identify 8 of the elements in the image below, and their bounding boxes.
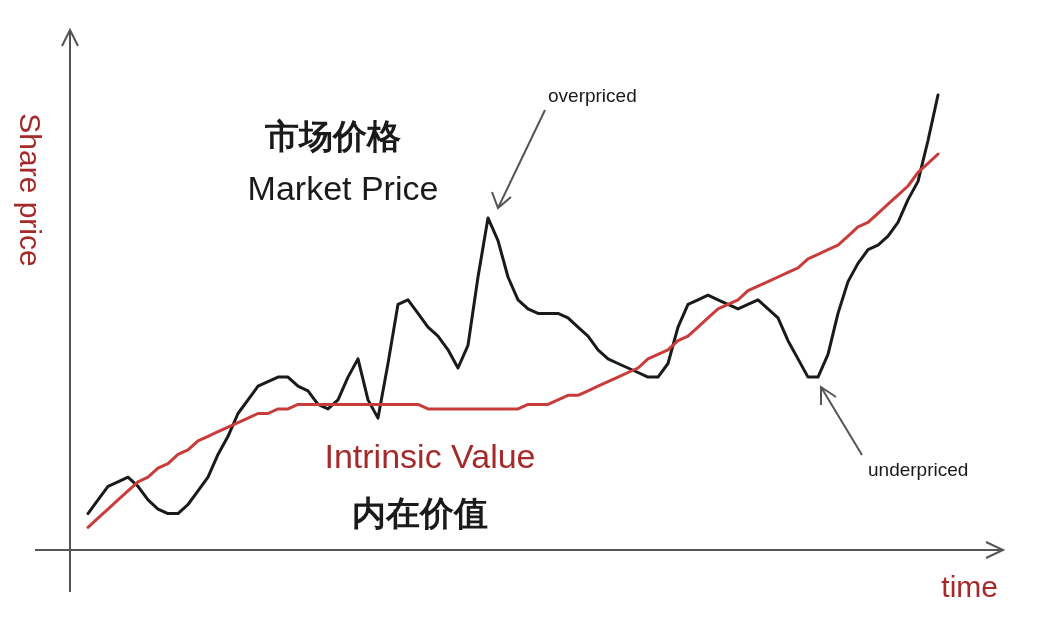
y-axis-title: Share price bbox=[14, 113, 47, 267]
x-axis-title: time bbox=[941, 570, 998, 603]
series-label: Market Price bbox=[247, 169, 439, 207]
annotation: underpriced bbox=[868, 459, 969, 480]
series-label: Intrinsic Value bbox=[324, 437, 536, 475]
annotation: 内在价值 bbox=[352, 494, 488, 532]
annotation: overpriced bbox=[548, 85, 637, 106]
annotation: 市场价格 bbox=[264, 117, 401, 155]
